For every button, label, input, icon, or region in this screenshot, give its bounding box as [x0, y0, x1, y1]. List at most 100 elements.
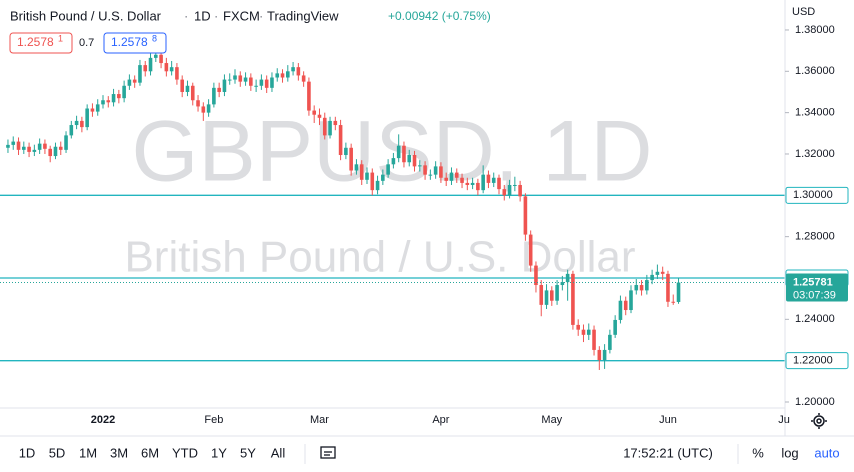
- candle-body: [291, 67, 295, 72]
- candle-body: [264, 79, 269, 88]
- candle-body: [127, 79, 132, 86]
- candle-body: [16, 141, 21, 150]
- candle-body: [359, 164, 364, 180]
- log-toggle[interactable]: log: [781, 445, 798, 460]
- candle-body: [539, 285, 544, 305]
- candle-body: [227, 79, 232, 81]
- range-buttons: 1D 5D 1M 3M 6M YTD 1Y 5Y All: [19, 445, 286, 460]
- candle-body: [111, 94, 116, 103]
- x-tick-label: Jun: [659, 414, 677, 426]
- x-tick-label: Feb: [204, 414, 223, 426]
- settings-icon[interactable]: [811, 413, 827, 429]
- candle-body: [544, 290, 549, 305]
- candle-body: [465, 182, 470, 185]
- candle-body: [180, 79, 184, 92]
- candle-body: [502, 189, 507, 196]
- candle-body: [27, 146, 31, 152]
- bid-pip[interactable]: 1: [58, 33, 63, 43]
- candle-body: [518, 184, 522, 197]
- range-button[interactable]: 1Y: [211, 445, 227, 460]
- candle-body: [43, 143, 47, 149]
- candle-body: [164, 63, 169, 72]
- buy-button[interactable]: [103, 32, 167, 54]
- x-tick-label: Mar: [310, 414, 329, 426]
- range-button[interactable]: 5D: [49, 445, 66, 460]
- candle-body: [608, 334, 612, 350]
- sell-button[interactable]: [9, 32, 73, 54]
- x-tick-label: Apr: [432, 414, 449, 426]
- candle-body: [491, 177, 496, 183]
- candle-body: [286, 71, 290, 78]
- candle-body: [560, 282, 565, 286]
- currency[interactable]: USD: [792, 6, 815, 18]
- candle-body: [528, 234, 533, 266]
- compare-icon[interactable]: [320, 446, 336, 459]
- candle-body: [381, 174, 385, 181]
- candle-body: [280, 73, 285, 78]
- y-tick-label: 1.34000: [795, 107, 835, 119]
- candle-body: [238, 75, 243, 82]
- separator: ·: [214, 8, 218, 23]
- percent-toggle[interactable]: %: [752, 445, 764, 460]
- range-button[interactable]: 1M: [79, 445, 97, 460]
- candle-body: [555, 285, 559, 301]
- candle-body: [423, 165, 427, 175]
- clock[interactable]: 17:52:21 (UTC): [623, 445, 713, 460]
- candle-body: [613, 319, 617, 335]
- candle-body: [629, 290, 633, 311]
- range-button[interactable]: 5Y: [240, 445, 256, 460]
- candle-body: [58, 146, 63, 150]
- candle-body: [196, 100, 200, 107]
- candle-body: [6, 144, 10, 148]
- candle-body: [460, 177, 464, 183]
- candle-body: [53, 146, 58, 157]
- source: FXCM: [223, 8, 260, 23]
- candle-body: [481, 174, 485, 191]
- range-button[interactable]: YTD: [172, 445, 198, 460]
- candle-body: [407, 155, 412, 163]
- candle-body: [101, 100, 105, 105]
- candle-body: [534, 265, 538, 286]
- candle-body: [259, 79, 264, 86]
- bid-price[interactable]: 1.2578: [17, 35, 54, 49]
- candle-body: [365, 172, 369, 180]
- candle-body: [676, 282, 681, 302]
- candle-body: [328, 120, 332, 136]
- range-button[interactable]: 3M: [110, 445, 128, 460]
- plot-area: [0, 49, 785, 370]
- candle-body: [402, 145, 406, 163]
- candle-body: [486, 174, 491, 183]
- candle-body: [69, 125, 74, 136]
- range-button[interactable]: 6M: [141, 445, 159, 460]
- candle-body: [307, 81, 311, 111]
- range-button[interactable]: 1D: [19, 445, 36, 460]
- candle-body: [132, 79, 137, 83]
- candle-body: [507, 184, 512, 196]
- candle-body: [470, 182, 475, 185]
- candle-body: [439, 166, 443, 178]
- candle-body: [190, 85, 195, 101]
- candle-body: [565, 273, 570, 283]
- ask-price[interactable]: 1.2578: [111, 35, 148, 49]
- candle-body: [666, 273, 670, 302]
- candle-body: [370, 172, 375, 191]
- spread: 0.7: [79, 37, 94, 49]
- candle-body: [618, 300, 623, 320]
- range-button[interactable]: All: [271, 445, 286, 460]
- candle-body: [497, 177, 501, 190]
- candle-body: [581, 329, 586, 335]
- candle-body: [396, 145, 401, 159]
- level-label: 1.22000: [793, 355, 833, 367]
- watermark-subtitle: British Pound / U.S. Dollar: [124, 233, 635, 282]
- candle-body: [138, 65, 142, 83]
- candle-body: [386, 164, 390, 175]
- auto-toggle[interactable]: auto: [814, 445, 839, 460]
- candle-body: [270, 77, 274, 88]
- candle-body: [418, 165, 422, 167]
- ask-pip[interactable]: 8: [152, 33, 157, 43]
- candle-body: [64, 135, 68, 150]
- candle-body: [597, 349, 602, 361]
- candle-body: [391, 158, 396, 165]
